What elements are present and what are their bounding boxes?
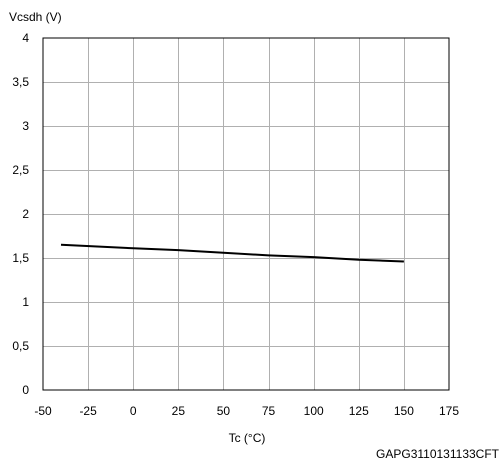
x-tick-label: 150: [394, 404, 414, 418]
grid: [43, 38, 449, 390]
y-tick-label: 4: [22, 31, 29, 45]
y-tick-label: 2: [22, 207, 29, 221]
y-tick-labels: 0 0,5 1 1,5 2 2,5 3 3,5 4: [12, 31, 29, 397]
y-tick-label: 1,5: [12, 251, 29, 265]
x-tick-label: -50: [34, 404, 52, 418]
y-tick-label: 0,5: [12, 339, 29, 353]
x-tick-labels: -50 -25 0 25 50 75 100 125 150 175: [34, 404, 459, 418]
plot-area-frame: [42, 37, 450, 391]
series-layer: [60, 243, 404, 263]
x-tick-label: 100: [304, 404, 324, 418]
series-line: [60, 243, 404, 263]
y-tick-label: 2,5: [12, 163, 29, 177]
x-tick-label: 175: [439, 404, 459, 418]
x-tick-label: 25: [172, 404, 186, 418]
y-tick-label: 0: [22, 383, 29, 397]
x-tick-label: 75: [262, 404, 276, 418]
x-tick-label: 0: [130, 404, 137, 418]
figure-code: GAPG3110131133CFT: [376, 447, 500, 461]
x-tick-label: -25: [79, 404, 97, 418]
x-tick-label: 50: [217, 404, 231, 418]
y-axis-label: Vcsdh (V): [9, 10, 62, 24]
x-tick-label: 125: [349, 404, 369, 418]
y-tick-label: 3: [22, 119, 29, 133]
y-tick-label: 1: [22, 295, 29, 309]
x-axis-label: Tc (°C): [229, 431, 266, 445]
y-tick-label: 3,5: [12, 75, 29, 89]
